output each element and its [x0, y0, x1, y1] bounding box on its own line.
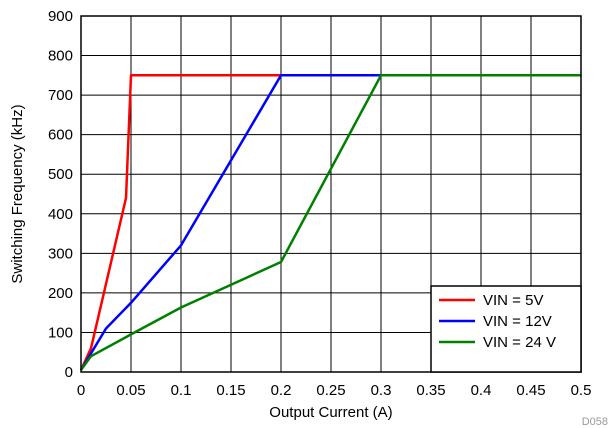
x-axis-title: Output Current (A)	[269, 404, 392, 421]
figure-code: D058	[582, 416, 608, 428]
y-tick-label: 200	[48, 285, 73, 302]
x-tick-label: 0.4	[471, 382, 492, 399]
y-tick-label: 600	[48, 127, 73, 144]
y-tick-label: 400	[48, 206, 73, 223]
y-tick-label: 300	[48, 245, 73, 262]
series-line-2	[79, 74, 581, 371]
x-tick-label: 0	[77, 382, 85, 399]
x-tick-label: 0.3	[371, 382, 392, 399]
legend-label-2: VIN = 12V	[483, 313, 552, 330]
x-tick-label: 0.2	[271, 382, 292, 399]
y-tick-label: 0	[65, 364, 73, 381]
plot-frame	[80, 15, 582, 373]
legend-label-1: VIN = 5V	[483, 292, 543, 309]
x-tick-label: 0.5	[571, 382, 592, 399]
x-tick-label: 0.35	[416, 382, 445, 399]
x-tick-label: 0.15	[216, 382, 245, 399]
y-tick-label: 700	[48, 87, 73, 104]
y-tick-label: 800	[48, 48, 73, 65]
y-axis-title: Switching Frequency (kHz)	[9, 104, 26, 283]
x-tick-label: 0.1	[171, 382, 192, 399]
series-group	[79, 74, 581, 371]
y-tick-label: 900	[48, 8, 73, 25]
x-tick-label: 0.25	[316, 382, 345, 399]
legend-label-3: VIN = 24 V	[483, 334, 556, 351]
x-tick-labels: 0 0.05 0.1 0.15 0.2 0.25 0.3 0.35 0.4 0.45 0.5	[77, 382, 592, 399]
y-tick-label: 100	[48, 324, 73, 341]
y-tick-labels: 0 100 200 300 400 500 600 700 800 900	[48, 8, 73, 381]
y-tick-label: 500	[48, 166, 73, 183]
series-line-3	[79, 74, 581, 371]
x-tick-label: 0.05	[116, 382, 145, 399]
x-tick-label: 0.45	[516, 382, 545, 399]
legend: VIN = 5V VIN = 12V VIN = 24 V	[430, 285, 582, 373]
